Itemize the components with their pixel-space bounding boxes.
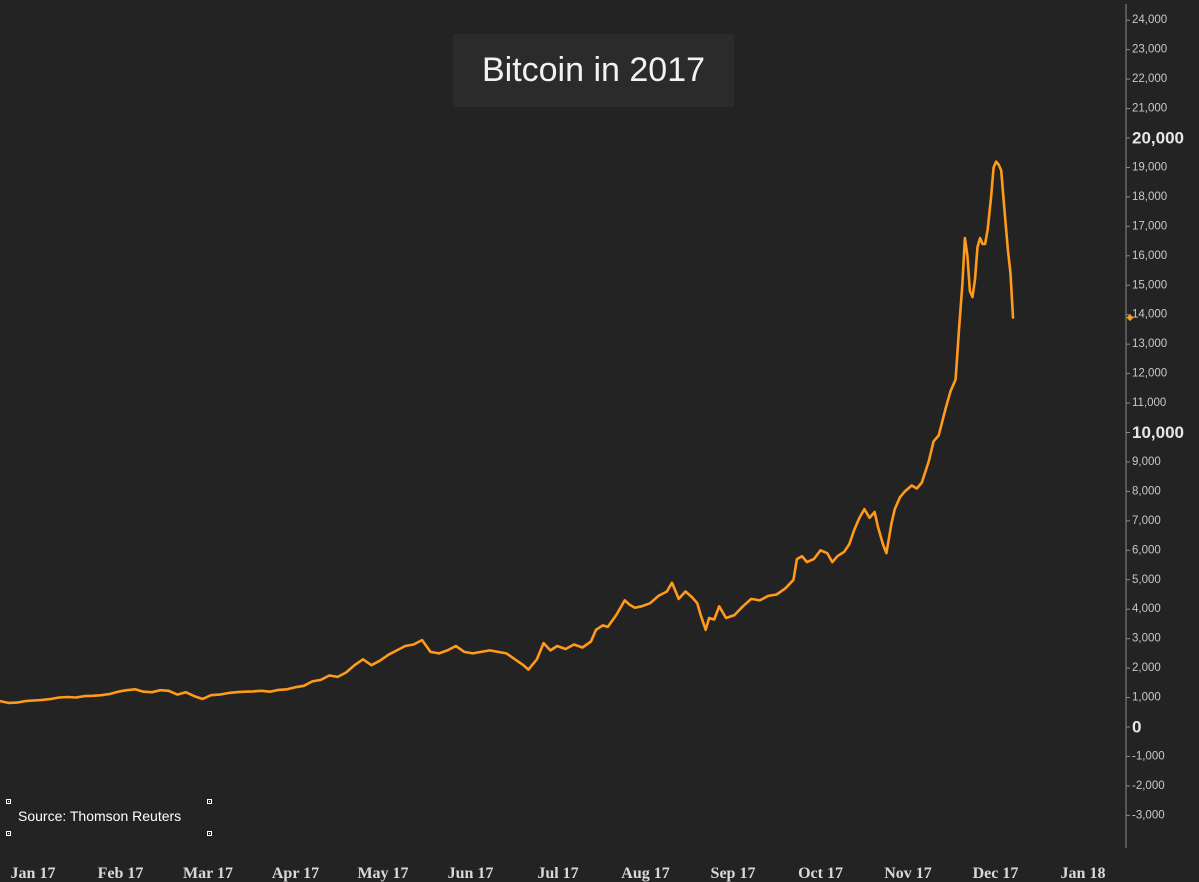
series-line-bitcoin-price [0,160,1015,705]
selection-handle-bottom-right[interactable] [207,831,212,836]
y-tick-label: 9,000 [1132,456,1161,468]
y-tick-label: 20,000 [1132,129,1184,148]
selection-handle-top-right[interactable] [207,799,212,804]
y-tick-label: 5,000 [1132,574,1161,586]
y-tick-label: 13,000 [1132,338,1167,350]
y-tick-label: 3,000 [1132,633,1161,645]
source-text: Source: Thomson Reuters [18,808,182,824]
y-tick-label: 24,000 [1132,14,1167,26]
y-tick-label: 10,000 [1132,423,1184,442]
y-tick-label: 19,000 [1132,161,1167,173]
y-tick-label: 7,000 [1132,515,1161,527]
x-tick-label: Sep 17 [711,865,756,882]
selection-handle-bottom-left[interactable] [6,831,11,836]
x-tick-label: Feb 17 [98,865,144,882]
x-tick-label: Jan 17 [11,865,56,882]
y-tick-label: 15,000 [1132,279,1167,291]
y-tick-label: 2,000 [1132,662,1161,674]
chart-title: Bitcoin in 2017 [481,51,706,89]
y-tick-label: 0 [1132,718,1141,737]
x-tick-label: Oct 17 [798,865,843,882]
y-tick-label: -1,000 [1132,750,1165,762]
y-tick-label: 14,000 [1132,309,1167,321]
y-tick-label: 11,000 [1132,397,1166,409]
last-value-marker [1126,314,1134,322]
chart-title-box: Bitcoin in 2017 [453,34,734,107]
x-tick-label: Mar 17 [183,865,233,882]
y-tick-label: 18,000 [1132,191,1167,203]
y-tick-label: 6,000 [1132,544,1161,556]
y-tick-label: 22,000 [1132,73,1167,85]
y-tick-label: 17,000 [1132,220,1167,232]
x-tick-label: Aug 17 [621,865,669,882]
x-axis-labels: Jan 17 Feb 17 Mar 17 Apr 17 May 17 Jun 17 Jul … [11,865,1106,882]
x-tick-label: May 17 [357,865,408,882]
source-annotation: Source: Thomson Reuters [6,799,212,836]
x-tick-label: Jun 17 [448,865,494,882]
y-tick-label: 4,000 [1132,603,1161,615]
selection-handle-top-left[interactable] [6,799,11,804]
y-tick-label: -3,000 [1132,809,1165,821]
y-tick-label: 12,000 [1132,368,1167,380]
y-tick-label: -2,000 [1132,780,1165,792]
y-tick-label: 8,000 [1132,485,1161,497]
y-axis-ticks: 24,000 23,000 22,000 21,000 20,000 19,000 18,0… [1126,14,1184,821]
x-tick-label: Apr 17 [272,865,319,882]
series-group [0,160,1015,705]
x-tick-label: Dec 17 [973,865,1019,882]
x-tick-label: Jan 18 [1061,865,1106,882]
y-tick-label: 23,000 [1132,44,1167,56]
y-tick-label: 21,000 [1132,103,1167,115]
y-tick-label: 16,000 [1132,250,1167,262]
x-tick-label: Jul 17 [537,865,578,882]
x-tick-label: Nov 17 [884,865,932,882]
y-tick-label: 1,000 [1132,692,1161,704]
